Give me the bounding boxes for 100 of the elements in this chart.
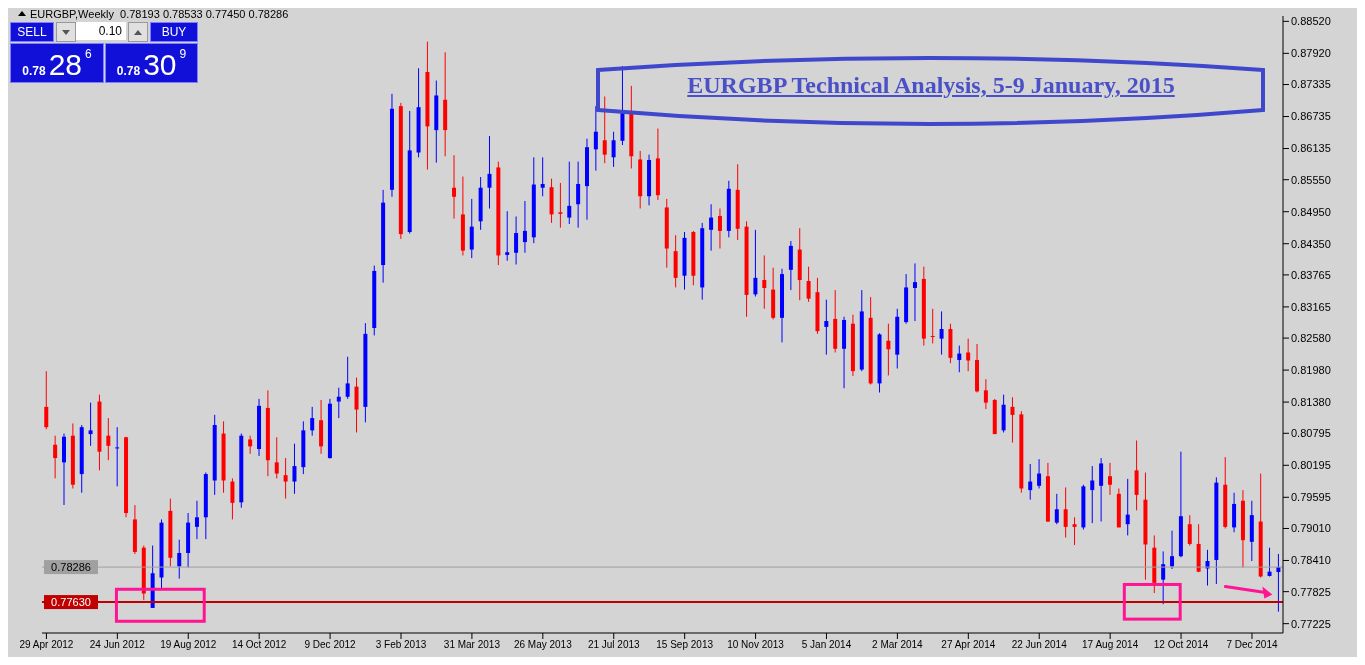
y-tick-label: 0.87335: [1291, 78, 1331, 91]
candlestick: [248, 435, 253, 455]
x-tick-label: 5 Jan 2014: [801, 639, 852, 651]
annotation: 0.10: [76, 22, 126, 40]
x-tick-label: 27 Apr 2014: [941, 639, 996, 651]
ref-line-label: 0.78286: [51, 561, 91, 574]
candlestick: [1072, 516, 1077, 546]
candlestick: [593, 105, 598, 172]
candlestick: [1099, 457, 1104, 523]
candlestick: [469, 198, 474, 259]
candlestick: [709, 203, 714, 252]
y-tick-label: 0.84350: [1291, 237, 1331, 250]
candlestick: [1107, 462, 1112, 496]
candlestick: [1232, 492, 1237, 533]
y-tick-label: 0.77225: [1291, 617, 1331, 630]
candlestick: [336, 387, 341, 419]
candlestick: [1054, 493, 1059, 525]
candlestick: [44, 370, 49, 430]
candlestick: [957, 345, 962, 373]
candlestick: [1170, 530, 1175, 570]
y-tick-label: 0.81980: [1291, 364, 1331, 376]
text: EURGBP Technical Analysis, 5-9 January, 2015: [686, 72, 1176, 99]
candlestick: [177, 539, 182, 580]
candlestick: [602, 96, 607, 164]
candlestick: [1267, 547, 1272, 577]
candlestick: [939, 310, 944, 356]
candlestick: [345, 356, 350, 400]
x-tick-label: 12 Oct 2014: [1153, 639, 1209, 651]
candlestick: [1187, 514, 1192, 547]
chart-subtitle: EURGBP,Weekly 0.78193 0.78533 0.77450 0.78286: [30, 8, 289, 20]
candlestick: [966, 338, 971, 372]
annotation: 0.78: [22, 64, 46, 78]
candlestick: [1010, 396, 1015, 444]
annotation: 30: [143, 48, 177, 82]
x-tick-label: 24 Jun 2012: [89, 639, 146, 651]
y-tick-label: 0.78410: [1291, 554, 1331, 567]
candlestick: [567, 161, 572, 225]
candlestick: [717, 208, 722, 250]
y-tick-label: 0.83165: [1291, 300, 1331, 313]
candlestick: [283, 457, 288, 500]
y-tick-label: 0.77825: [1291, 585, 1331, 598]
x-tick-label: 21 Jul 2013: [587, 639, 641, 651]
candlestick: [88, 402, 93, 447]
candlestick: [505, 210, 510, 262]
candlestick: [983, 378, 988, 410]
annotation: 6: [85, 47, 92, 61]
candlestick: [115, 426, 120, 487]
y-tick-label: 0.81380: [1291, 396, 1331, 408]
annotation: 0.78: [116, 64, 141, 78]
candlestick: [1125, 478, 1130, 536]
candlestick: [292, 443, 297, 495]
y-tick-label: 0.88520: [1291, 15, 1331, 28]
candlestick: [611, 131, 616, 168]
candlestick: [1090, 465, 1095, 524]
candlestick: [576, 161, 581, 229]
candlestick: [452, 154, 457, 220]
y-tick-label: 0.79010: [1291, 522, 1331, 535]
candlestick: [788, 240, 793, 291]
annotation: 28: [48, 48, 83, 82]
y-tick-label: 0.83765: [1291, 268, 1331, 281]
candlestick: [1161, 550, 1166, 605]
x-tick-label: 22 Jun 2014: [1011, 639, 1068, 651]
candlestick: [824, 299, 829, 356]
annotation: 9: [179, 47, 187, 61]
x-tick-label: 10 Nov 2013: [727, 639, 785, 651]
x-tick-label: 3 Feb 2013: [375, 639, 427, 651]
candlestick: [487, 135, 492, 210]
annotation: SELL: [10, 22, 54, 42]
ref-line-label: 0.77630: [51, 596, 91, 609]
candlestick: [53, 435, 58, 479]
candlestick: [106, 417, 111, 461]
x-tick-label: 15 Sep 2013: [656, 639, 714, 651]
annotation: BUY: [150, 22, 198, 42]
candlestick: [194, 500, 199, 540]
x-tick-label: 17 Aug 2014: [1082, 639, 1139, 651]
y-tick-label: 0.80195: [1291, 459, 1331, 472]
candlestick: [522, 200, 527, 254]
candlestick: [930, 308, 935, 344]
candlestick: [886, 323, 891, 376]
candlestick: [806, 266, 811, 303]
x-tick-label: 29 Apr 2012: [19, 639, 74, 651]
y-tick-label: 0.86135: [1291, 142, 1331, 155]
y-tick-label: 0.85550: [1291, 173, 1331, 186]
candlestick: [230, 477, 235, 520]
candlestick: [558, 182, 563, 229]
x-tick-label: 14 Oct 2012: [231, 639, 287, 651]
x-tick-label: 19 Aug 2012: [160, 639, 217, 651]
candlestick: [354, 377, 359, 433]
y-tick-label: 0.87920: [1291, 47, 1331, 60]
candlestick: [912, 262, 917, 322]
x-tick-label: 9 Dec 2012: [304, 639, 357, 651]
y-tick-label: 0.82580: [1291, 332, 1331, 344]
candlestick: [1037, 458, 1042, 489]
candlestick: [310, 406, 315, 437]
x-tick-label: 2 Mar 2014: [872, 639, 924, 651]
candlestick: [1028, 463, 1033, 501]
y-tick-label: 0.79595: [1291, 491, 1331, 504]
x-tick-label: 26 May 2013: [513, 639, 573, 651]
x-tick-label: 31 Mar 2013: [443, 639, 501, 651]
x-tick-label: 7 Dec 2014: [1226, 639, 1278, 651]
